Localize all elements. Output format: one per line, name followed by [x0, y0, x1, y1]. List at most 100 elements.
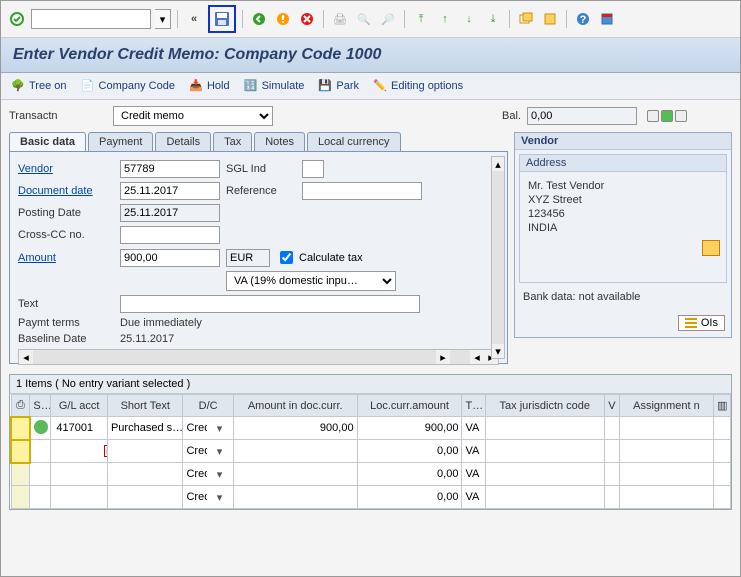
amount-cell[interactable]	[233, 463, 357, 486]
vendor-label[interactable]: Vendor	[18, 163, 114, 175]
amount-cell[interactable]	[233, 486, 357, 509]
command-dropdown[interactable]: ▾	[155, 9, 171, 29]
v-cell[interactable]	[605, 463, 620, 486]
jurisdiction-cell[interactable]	[485, 440, 605, 463]
shortcut-icon[interactable]	[540, 9, 560, 29]
col-header[interactable]: Loc.curr.amount	[357, 395, 462, 417]
row-selector[interactable]	[11, 440, 30, 463]
dc-cell[interactable]: Cred…▾	[183, 417, 233, 440]
calctax-checkbox[interactable]: Calculate tax	[276, 248, 363, 267]
col-header[interactable]: G/L acct	[51, 395, 108, 417]
cancel-icon[interactable]	[297, 9, 317, 29]
company-code-button[interactable]: 📄Company Code	[81, 79, 175, 93]
back-icon[interactable]	[249, 9, 269, 29]
dc-cell[interactable]: Cred…▾	[183, 440, 233, 463]
park-button[interactable]: 💾Park	[318, 79, 359, 93]
exit-icon[interactable]	[273, 9, 293, 29]
status-cell	[30, 417, 51, 440]
items-table: ⎙S…G/L acctShort TextD/CAmount in doc.cu…	[10, 394, 731, 509]
chevrons-left-icon[interactable]: «	[184, 9, 204, 29]
amount-cell[interactable]: 900,00	[233, 417, 357, 440]
assignment-cell[interactable]	[619, 417, 713, 440]
col-config-right-icon[interactable]: ▥	[714, 395, 731, 417]
crosscc-field[interactable]	[120, 226, 220, 244]
v-cell[interactable]	[605, 440, 620, 463]
col-header[interactable]: Amount in doc.curr.	[233, 395, 357, 417]
new-session-icon[interactable]	[516, 9, 536, 29]
find-next-icon[interactable]: 🔎	[378, 9, 398, 29]
hold-button[interactable]: 📥Hold	[189, 79, 230, 93]
glacct-cell[interactable]	[51, 463, 108, 486]
tree-on-button[interactable]: 🌳Tree on	[11, 79, 67, 93]
amount-cell[interactable]	[233, 440, 357, 463]
transactn-select[interactable]: Credit memo	[113, 106, 273, 126]
row-selector[interactable]	[11, 417, 30, 440]
layout-icon[interactable]	[597, 9, 617, 29]
amount-label[interactable]: Amount	[18, 252, 114, 264]
tab-notes[interactable]: Notes	[254, 132, 305, 151]
svg-text:?: ?	[580, 14, 587, 26]
command-field[interactable]	[31, 9, 151, 29]
save-button[interactable]	[212, 9, 232, 29]
tab-basic-data[interactable]: Basic data	[9, 132, 86, 151]
tab-local-currency[interactable]: Local currency	[307, 132, 401, 151]
glacct-cell[interactable]: ▢	[51, 440, 108, 463]
dc-cell[interactable]: Cred…▾	[183, 463, 233, 486]
system-toolbar: ▾ « 🖨 🔍 🔎 ⤒ ↑ ↓ ⤓ ?	[1, 1, 740, 38]
address-line-1: Mr. Test Vendor	[528, 180, 718, 192]
tab-scroll-v[interactable]: ▴▾	[491, 156, 505, 359]
col-header[interactable]: D/C	[183, 395, 233, 417]
assignment-cell[interactable]	[619, 440, 713, 463]
simulate-button[interactable]: 🔢Simulate	[244, 79, 305, 93]
editing-options-button[interactable]: ✏️Editing options	[373, 79, 463, 93]
taxcode-cell[interactable]: VA	[462, 463, 485, 486]
docdate-label[interactable]: Document date	[18, 185, 114, 197]
jurisdiction-cell[interactable]	[485, 417, 605, 440]
docdate-field[interactable]	[120, 182, 220, 200]
ois-button[interactable]: OIs	[678, 315, 725, 331]
tab-scroll-h[interactable]: ◂▸◂▸	[18, 349, 499, 365]
col-header[interactable]: S…	[30, 395, 51, 417]
tab-details[interactable]: Details	[155, 132, 211, 151]
tab-tax[interactable]: Tax	[213, 132, 252, 151]
text-field[interactable]	[120, 295, 420, 313]
print-icon[interactable]: 🖨	[330, 9, 350, 29]
find-icon[interactable]: 🔍	[354, 9, 374, 29]
help-icon[interactable]: ?	[573, 9, 593, 29]
bankdata-area: Bank data: not available OIs	[515, 287, 731, 337]
reference-field[interactable]	[302, 182, 422, 200]
next-page-icon[interactable]: ↓	[459, 9, 479, 29]
col-header[interactable]: T…	[462, 395, 485, 417]
sglind-field[interactable]	[302, 160, 324, 178]
row-selector[interactable]	[11, 486, 30, 509]
display-vendor-icon[interactable]	[702, 240, 720, 256]
assignment-cell[interactable]	[619, 463, 713, 486]
transactn-label: Transactn	[9, 110, 105, 122]
dc-cell[interactable]: Cred…▾	[183, 486, 233, 509]
taxcode-cell[interactable]: VA	[462, 417, 485, 440]
last-page-icon[interactable]: ⤓	[483, 9, 503, 29]
assignment-cell[interactable]	[619, 486, 713, 509]
enter-icon[interactable]	[7, 9, 27, 29]
col-header[interactable]: Tax jurisdictn code	[485, 395, 605, 417]
col-header[interactable]: Assignment n	[619, 395, 713, 417]
prev-page-icon[interactable]: ↑	[435, 9, 455, 29]
taxcode-select[interactable]: VA (19% domestic inpu…	[226, 271, 396, 291]
vendor-field[interactable]	[120, 160, 220, 178]
first-page-icon[interactable]: ⤒	[411, 9, 431, 29]
taxcode-cell[interactable]: VA	[462, 440, 485, 463]
taxcode-cell[interactable]: VA	[462, 486, 485, 509]
col-config-icon[interactable]: ⎙	[11, 395, 30, 417]
v-cell[interactable]	[605, 417, 620, 440]
v-cell[interactable]	[605, 486, 620, 509]
amount-field[interactable]	[120, 249, 220, 267]
tab-payment[interactable]: Payment	[88, 132, 153, 151]
jurisdiction-cell[interactable]	[485, 463, 605, 486]
jurisdiction-cell[interactable]	[485, 486, 605, 509]
col-header[interactable]: V	[605, 395, 620, 417]
row-selector[interactable]	[11, 463, 30, 486]
pterms-label: Paymt terms	[18, 317, 114, 329]
glacct-cell[interactable]	[51, 486, 108, 509]
glacct-cell[interactable]	[51, 417, 108, 440]
col-header[interactable]: Short Text	[107, 395, 183, 417]
